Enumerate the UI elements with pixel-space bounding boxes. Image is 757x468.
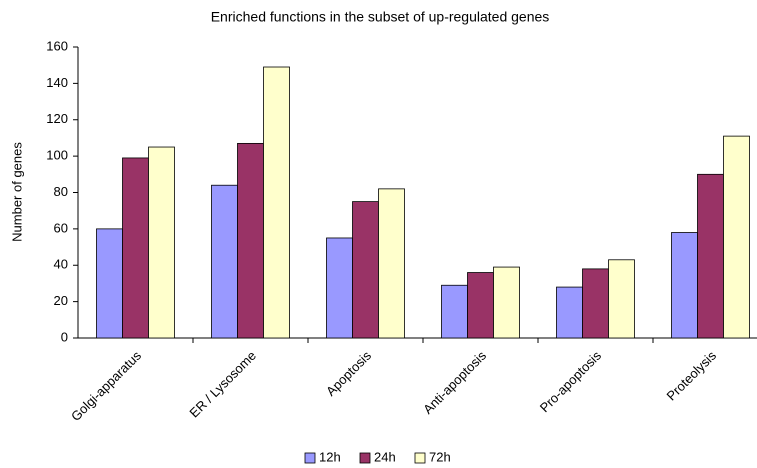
legend-swatch	[304, 452, 316, 464]
x-tick-label: Golgi-apparatus	[68, 348, 144, 424]
bar	[96, 228, 123, 339]
bar	[122, 157, 149, 339]
y-tick-label: 80	[54, 184, 68, 199]
x-tick-label: Anti-apoptosis	[420, 348, 489, 417]
legend-swatch	[359, 452, 371, 464]
y-tick-label: 20	[54, 293, 68, 308]
bar	[148, 146, 175, 339]
y-tick-label: 100	[46, 148, 68, 163]
bar	[608, 259, 635, 339]
y-tick-label: 120	[46, 111, 68, 126]
bar	[352, 201, 379, 339]
legend-label: 12h	[319, 449, 341, 464]
x-tick-label: ER / Lysosome	[186, 348, 259, 421]
y-tick-label: 140	[46, 75, 68, 90]
y-tick-label: 0	[61, 329, 68, 344]
bar	[378, 188, 405, 339]
bar	[582, 268, 609, 339]
y-tick-label: 60	[54, 220, 68, 235]
bar	[326, 237, 353, 339]
bar	[697, 173, 724, 339]
y-tick-label: 160	[46, 38, 68, 53]
bar	[263, 66, 290, 339]
bar	[237, 142, 264, 339]
legend-swatch	[414, 452, 426, 464]
bar	[723, 135, 750, 339]
bar	[493, 266, 520, 339]
y-axis-label: Number of genes	[9, 142, 24, 242]
x-tick-label: Pro-apoptosis	[537, 348, 605, 416]
chart-title: Enriched functions in the subset of up-r…	[211, 9, 550, 25]
bar	[211, 184, 238, 339]
bar	[441, 284, 468, 339]
bar	[556, 286, 583, 339]
legend-label: 24h	[374, 449, 396, 464]
bar	[467, 272, 494, 339]
x-tick-label: Apoptosis	[323, 348, 374, 399]
bar	[671, 232, 698, 339]
y-tick-label: 40	[54, 257, 68, 272]
x-tick-label: Proteolysis	[663, 348, 719, 404]
legend-label: 72h	[429, 449, 451, 464]
